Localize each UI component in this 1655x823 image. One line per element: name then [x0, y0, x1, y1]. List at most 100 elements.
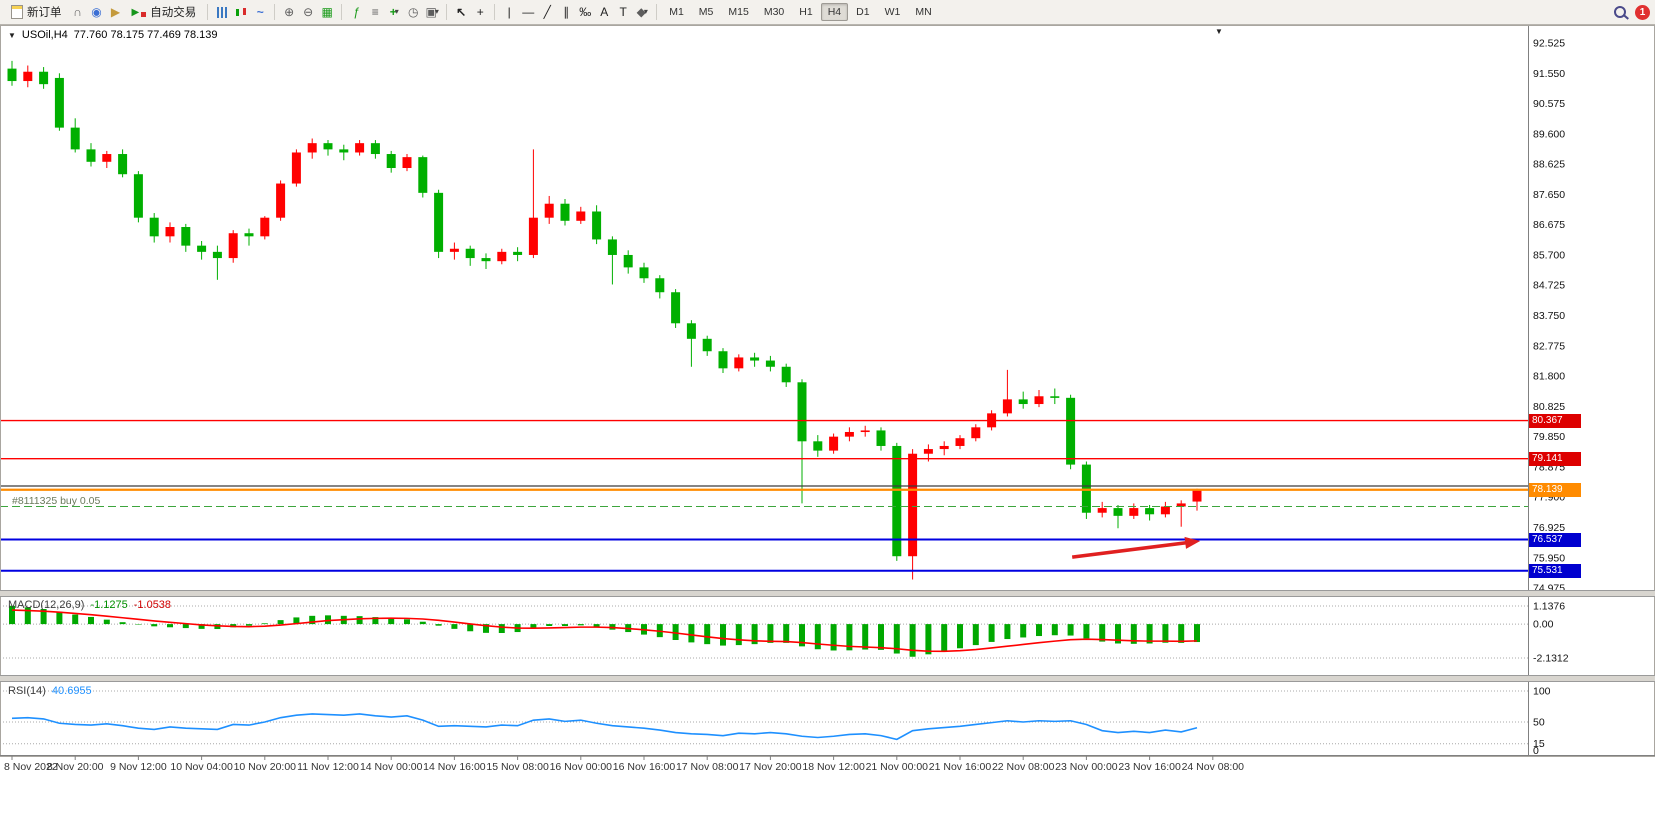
auto-trading-stop-icon	[141, 12, 147, 17]
svg-text:100: 100	[1533, 686, 1551, 698]
period-icon[interactable]: ◷	[407, 5, 419, 19]
splitter-macd-rsi[interactable]	[0, 675, 1655, 682]
svg-text:76.925: 76.925	[1533, 522, 1565, 534]
svg-text:-2.1312: -2.1312	[1533, 653, 1569, 665]
new-order-icon	[11, 5, 23, 19]
svg-text:14 Nov 00:00: 14 Nov 00:00	[360, 761, 423, 773]
channel-icon[interactable]: ∥	[563, 5, 570, 19]
support-icon[interactable]: ∩	[73, 5, 82, 19]
svg-text:77.900: 77.900	[1533, 492, 1565, 504]
zoom-out-icon[interactable]: ⊖	[303, 5, 314, 19]
notification-badge[interactable]: 1	[1635, 4, 1650, 20]
svg-text:86.675: 86.675	[1533, 219, 1565, 231]
macd-signal-line	[11, 609, 1198, 653]
svg-text:80.825: 80.825	[1533, 401, 1565, 413]
toolbar-separator	[494, 4, 496, 20]
toolbar-separator	[446, 4, 448, 20]
timeframe-button-m30[interactable]: M30	[763, 6, 785, 18]
horizontal-line-icon[interactable]: —	[522, 5, 535, 19]
svg-text:8 Nov 20:00: 8 Nov 20:00	[47, 761, 104, 773]
svg-text:16 Nov 00:00: 16 Nov 00:00	[550, 761, 613, 773]
svg-text:16 Nov 16:00: 16 Nov 16:00	[613, 761, 676, 773]
new-order-button[interactable]: 新订单	[5, 1, 68, 23]
text-icon[interactable]: A	[600, 5, 609, 19]
bar-chart-icon[interactable]	[213, 3, 231, 21]
svg-text:0.00: 0.00	[1533, 619, 1554, 631]
svg-text:23 Nov 16:00: 23 Nov 16:00	[1118, 761, 1181, 773]
cursor-icon[interactable]: ↖	[456, 5, 467, 19]
timeframe-button-d1[interactable]: D1	[856, 6, 870, 18]
svg-text:15 Nov 08:00: 15 Nov 08:00	[486, 761, 549, 773]
shapes-dropdown[interactable]: ◆ ▾	[636, 5, 648, 19]
svg-text:88.625: 88.625	[1533, 159, 1565, 171]
toolbar: 新订单 ∩ ◉ ▶ ▶ 自动交易 ~ ⊕ ⊖ ▦ ƒ ≡ + ▾ ◷ ▣ ▾ ↖ +…	[0, 0, 1655, 25]
chart-canvas[interactable]: 92.525 91.550 90.575 89.600 88.625 87.650 86.6…	[0, 25, 1655, 823]
candlestick-chart-icon[interactable]	[232, 3, 250, 21]
svg-text:1.1376: 1.1376	[1533, 601, 1565, 613]
templates-dropdown[interactable]: ▣ ▾	[425, 5, 439, 19]
timeframe-button-m1[interactable]: M1	[669, 6, 684, 18]
timeframe-button-mn[interactable]: MN	[915, 6, 932, 18]
line-chart-icon[interactable]: ~	[256, 5, 264, 19]
svg-text:0: 0	[1533, 745, 1539, 757]
svg-text:11 Nov 12:00: 11 Nov 12:00	[297, 761, 359, 773]
zoom-in-icon[interactable]: ⊕	[284, 5, 295, 19]
svg-text:50: 50	[1533, 717, 1545, 729]
search-icon[interactable]	[1611, 3, 1629, 21]
svg-text:82.775: 82.775	[1533, 340, 1565, 352]
toolbar-separator	[656, 4, 658, 20]
svg-text:92.525: 92.525	[1533, 38, 1565, 50]
svg-text:9 Nov 12:00: 9 Nov 12:00	[110, 761, 167, 773]
timeframe-button-m5[interactable]: M5	[698, 6, 714, 18]
text-label-icon[interactable]: T	[619, 5, 627, 19]
splitter-main-macd[interactable]	[0, 590, 1655, 597]
svg-text:14 Nov 16:00: 14 Nov 16:00	[423, 761, 486, 773]
timeframe-button-h4[interactable]: H4	[820, 3, 849, 21]
svg-text:17 Nov 20:00: 17 Nov 20:00	[739, 761, 802, 773]
indicators-icon[interactable]: ƒ	[352, 5, 360, 19]
signals-icon[interactable]: ◉	[91, 5, 102, 19]
annotation-arrow[interactable]	[1071, 540, 1191, 559]
svg-text:10 Nov 20:00: 10 Nov 20:00	[234, 761, 297, 773]
svg-text:90.575: 90.575	[1533, 98, 1565, 110]
add-indicator-dropdown[interactable]: + ▾	[389, 5, 399, 19]
svg-text:22 Nov 08:00: 22 Nov 08:00	[992, 761, 1055, 773]
toolbar-separator	[207, 4, 209, 20]
svg-text:84.725: 84.725	[1533, 280, 1565, 292]
svg-text:23 Nov 00:00: 23 Nov 00:00	[1055, 761, 1118, 773]
svg-text:81.800: 81.800	[1533, 371, 1565, 383]
svg-text:24 Nov 08:00: 24 Nov 08:00	[1182, 761, 1245, 773]
annotation-arrow-head	[1184, 536, 1201, 549]
svg-text:79.850: 79.850	[1533, 431, 1565, 443]
svg-text:21 Nov 16:00: 21 Nov 16:00	[929, 761, 992, 773]
svg-text:89.600: 89.600	[1533, 128, 1565, 140]
toolbar-separator	[341, 4, 343, 20]
timeframe-button-m15[interactable]: M15	[728, 6, 749, 18]
svg-text:78.875: 78.875	[1533, 461, 1565, 473]
crosshair-icon[interactable]: +	[476, 5, 484, 19]
svg-text:91.550: 91.550	[1533, 68, 1565, 80]
svg-text:8 Nov 2022: 8 Nov 2022	[4, 761, 58, 773]
trendline-icon[interactable]: ╱	[543, 5, 551, 19]
rsi-line	[11, 713, 1198, 741]
svg-text:21 Nov 00:00: 21 Nov 00:00	[866, 761, 929, 773]
svg-text:87.650: 87.650	[1533, 189, 1565, 201]
new-order-label: 新订单	[27, 7, 62, 19]
svg-text:75.950: 75.950	[1533, 552, 1565, 564]
vertical-line-icon[interactable]: |	[507, 5, 511, 19]
price-axis: 92.525 91.550 90.575 89.600 88.625 87.650 86.6…	[1533, 38, 1565, 595]
news-icon[interactable]: ▶	[110, 5, 121, 19]
timeframe-button-h1[interactable]: H1	[799, 6, 813, 18]
tile-windows-icon[interactable]: ▦	[321, 5, 333, 19]
svg-text:83.750: 83.750	[1533, 310, 1565, 322]
chart-plot-area[interactable]	[0, 25, 1528, 590]
indicator-list-icon[interactable]: ≡	[371, 5, 379, 19]
toolbar-separator	[274, 4, 276, 20]
svg-text:10 Nov 04:00: 10 Nov 04:00	[170, 761, 233, 773]
fibonacci-icon[interactable]: ‰	[579, 5, 592, 19]
timeframe-button-w1[interactable]: W1	[884, 6, 901, 18]
svg-text:15: 15	[1533, 738, 1545, 750]
auto-trading-button[interactable]: ▶ 自动交易	[126, 1, 203, 23]
